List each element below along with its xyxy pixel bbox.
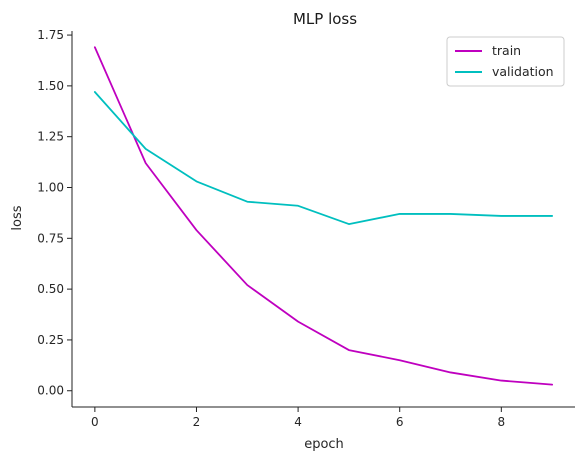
- x-axis-label: epoch: [304, 437, 344, 452]
- y-tick-label: 1.75: [37, 28, 64, 42]
- legend: train validation: [446, 36, 565, 87]
- y-axis-label: loss: [10, 205, 25, 230]
- series-line-train: [93, 46, 554, 386]
- y-tick-label: 0.00: [37, 384, 64, 398]
- y-tick-label: 1.00: [37, 180, 64, 194]
- y-ticks: 0.00 0.25 0.50 0.75 1.00 1.25 1.50 1.75: [37, 28, 72, 398]
- y-tick-label: 0.50: [37, 282, 64, 296]
- series-lines: [93, 46, 554, 386]
- x-tick-label: 6: [396, 415, 404, 429]
- x-tick-label: 8: [498, 415, 506, 429]
- x-tick-label: 0: [91, 415, 99, 429]
- y-tick-label: 1.50: [37, 79, 64, 93]
- legend-label-validation: validation: [492, 64, 554, 79]
- x-tick-label: 2: [193, 415, 201, 429]
- y-tick-label: 0.25: [37, 333, 64, 347]
- x-tick-label: 4: [294, 415, 302, 429]
- legend-box: [446, 36, 565, 87]
- y-tick-label: 0.75: [37, 231, 64, 245]
- legend-label-train: train: [492, 43, 521, 58]
- x-ticks: 0 2 4 6 8: [91, 407, 505, 429]
- chart-title: MLP loss: [293, 10, 357, 28]
- series-line-validation: [93, 91, 554, 225]
- y-tick-label: 1.25: [37, 130, 64, 144]
